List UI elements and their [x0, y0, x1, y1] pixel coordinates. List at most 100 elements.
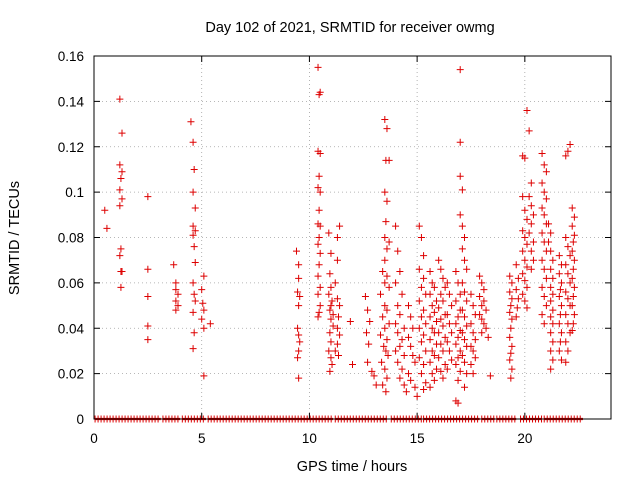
data-point	[327, 249, 335, 257]
data-point	[394, 358, 402, 366]
data-point	[506, 356, 514, 364]
data-point	[507, 302, 515, 310]
data-point	[458, 306, 466, 314]
data-point	[454, 313, 462, 321]
data-point	[314, 290, 322, 298]
data-point	[570, 311, 578, 319]
data-point	[411, 358, 419, 366]
data-point	[407, 342, 415, 350]
data-point	[538, 283, 546, 291]
data-point	[508, 315, 516, 323]
data-point	[471, 336, 479, 344]
data-point	[454, 333, 462, 341]
data-point	[206, 320, 214, 328]
data-point	[456, 211, 464, 219]
data-point	[315, 261, 323, 269]
data-point	[437, 315, 445, 323]
data-point	[325, 347, 333, 355]
data-point	[507, 374, 515, 382]
data-point	[117, 283, 125, 291]
data-point	[443, 365, 451, 373]
data-point	[529, 211, 537, 219]
data-point	[461, 288, 469, 296]
data-point	[525, 193, 533, 201]
data-point	[381, 256, 389, 264]
data-point	[189, 279, 197, 287]
data-point	[413, 392, 421, 400]
data-point	[555, 270, 563, 278]
data-point	[542, 195, 550, 203]
data-point	[525, 229, 533, 237]
data-point	[568, 222, 576, 230]
data-point	[383, 374, 391, 382]
data-point	[370, 372, 378, 380]
data-point	[478, 302, 486, 310]
data-point	[191, 297, 199, 305]
data-point	[398, 365, 406, 373]
data-point	[295, 274, 303, 282]
x-tick-label: 0	[90, 431, 98, 446]
data-point	[538, 204, 546, 212]
data-point	[189, 188, 197, 196]
data-point	[198, 315, 206, 323]
x-axis-label: GPS time / hours	[297, 459, 407, 475]
data-point	[549, 338, 557, 346]
data-point	[415, 222, 423, 230]
data-point	[333, 234, 341, 241]
data-point	[476, 311, 484, 319]
data-point	[439, 322, 447, 330]
data-point	[409, 351, 417, 359]
data-point	[542, 168, 550, 176]
data-point	[417, 234, 425, 241]
data-point	[461, 234, 469, 241]
data-point	[480, 320, 488, 328]
data-point	[118, 268, 126, 276]
data-point	[417, 283, 425, 291]
data-point	[325, 229, 333, 237]
data-point	[545, 238, 553, 246]
data-point	[430, 351, 438, 359]
data-point	[314, 272, 322, 280]
data-point	[327, 354, 335, 362]
data-point	[372, 381, 380, 389]
data-point	[316, 150, 324, 158]
data-point	[326, 306, 334, 314]
data-point	[430, 283, 438, 291]
data-point	[540, 265, 548, 273]
data-point	[392, 222, 400, 230]
data-point	[363, 329, 371, 337]
data-point	[549, 320, 557, 328]
data-point	[170, 261, 178, 269]
data-point	[433, 297, 441, 305]
data-point	[540, 211, 548, 219]
data-point	[461, 383, 469, 391]
data-point	[540, 292, 548, 300]
data-point	[174, 302, 182, 310]
data-point	[296, 292, 304, 300]
data-point	[484, 333, 492, 341]
data-point	[445, 347, 453, 355]
data-point	[292, 247, 300, 255]
data-point	[384, 351, 392, 359]
data-point	[315, 206, 323, 214]
data-point	[556, 286, 564, 294]
data-point	[430, 376, 438, 384]
data-point	[521, 206, 529, 214]
data-point	[326, 329, 334, 337]
data-point	[398, 290, 406, 298]
data-point	[569, 238, 577, 246]
data-point	[382, 388, 390, 396]
data-point	[549, 306, 557, 314]
data-point	[547, 229, 555, 237]
data-point	[392, 279, 400, 287]
data-point	[383, 306, 391, 314]
data-point	[144, 193, 152, 201]
data-point	[557, 356, 565, 364]
data-point	[508, 365, 516, 373]
data-point	[364, 358, 372, 366]
data-point	[415, 297, 423, 305]
data-point	[521, 297, 529, 305]
data-point	[454, 354, 462, 362]
data-point	[294, 288, 302, 296]
data-point	[463, 297, 471, 305]
